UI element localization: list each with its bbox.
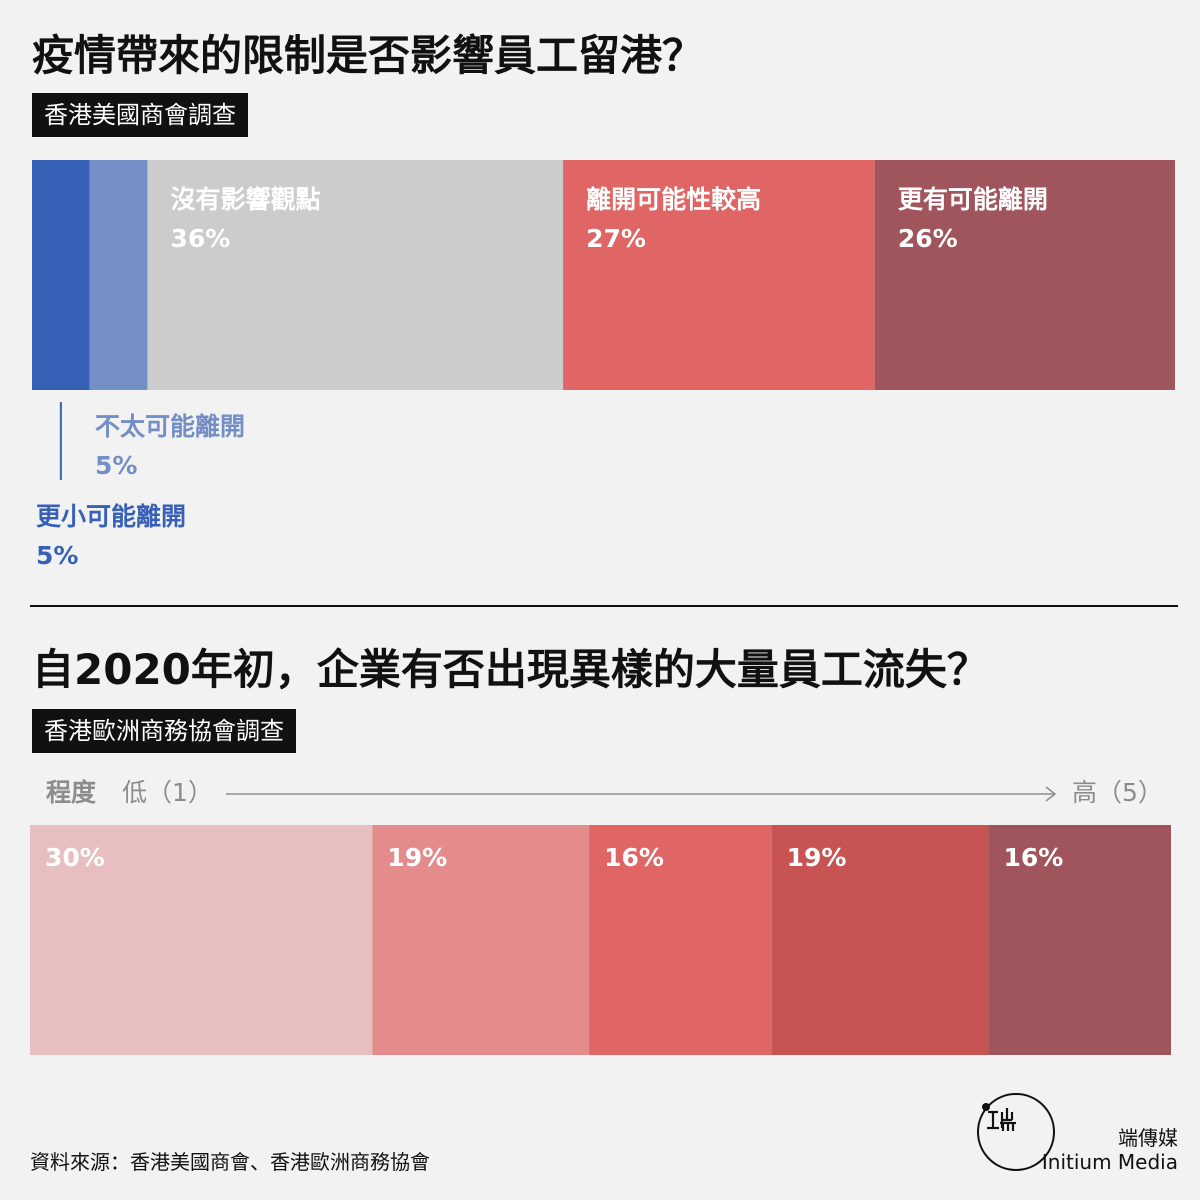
chart1-value-label: 5% [36,541,78,570]
chart2-bar-1 [30,825,373,1055]
chart2-title: 自2020年初，企業有否出現異樣的大量員工流失？ [32,645,989,694]
chart2-bar-4 [771,825,989,1055]
chart2-value-label: 30% [45,843,105,872]
chart1-bar-1 [32,160,90,390]
chart1-value-label: 36% [170,224,230,253]
chart1-value-label: 27% [586,224,646,253]
brand-name-en: Initium Media [1041,1150,1178,1174]
scale-low-label: 低（1） [122,778,213,807]
chart2-stacked-bar: 30% 19% 16% 19% 16% [30,825,1171,1055]
chart2-bar-3 [589,825,772,1055]
section-divider [30,605,1178,607]
scale-high-label: 高（5） [1072,778,1163,807]
chart1-value-label: 26% [898,224,958,253]
chart2-value-label: 19% [387,843,447,872]
chart1-bar-2 [89,160,148,390]
brand-name-zh: 端傳媒 [1118,1126,1178,1150]
scale-arrow-icon [226,786,1057,802]
chart1-value-label: 5% [95,451,137,480]
chart2-source-tag: 香港歐洲商務協會調查 [32,709,296,753]
data-source-note: 資料來源：香港美國商會、香港歐洲商務協會 [30,1150,430,1174]
chart2-value-label: 16% [604,843,664,872]
chart1-source-tag: 香港美國商會調查 [32,93,248,137]
chart2-bar-5 [988,825,1171,1055]
scale-label: 程度 [46,778,97,807]
chart1-category-label: 離開可能性較高 [586,185,761,214]
chart2-value-label: 16% [1003,843,1063,872]
chart1-bar-4 [563,160,875,390]
chart1-title: 疫情帶來的限制是否影響員工留港？ [32,31,705,80]
intensity-scale: 程度 低（1） 高（5） [46,775,1166,811]
initium-logo-icon [977,1093,1055,1171]
chart1-bar-5 [874,160,1175,390]
chart1-category-label: 更有可能離開 [898,185,1048,214]
chart2-value-label: 19% [787,843,847,872]
chart2-bar-2 [372,825,590,1055]
chart1-stacked-bar: 更小可能離開 5% 不太可能離開 5% 沒有影響觀點 36% 離開可能性較高 27% 更有可能離… [32,160,1175,570]
chart1-category-label: 不太可能離開 [95,412,245,441]
chart1-category-label: 更小可能離開 [36,502,186,531]
chart1-bar-3 [147,160,564,390]
chart1-category-label: 沒有影響觀點 [170,185,320,214]
